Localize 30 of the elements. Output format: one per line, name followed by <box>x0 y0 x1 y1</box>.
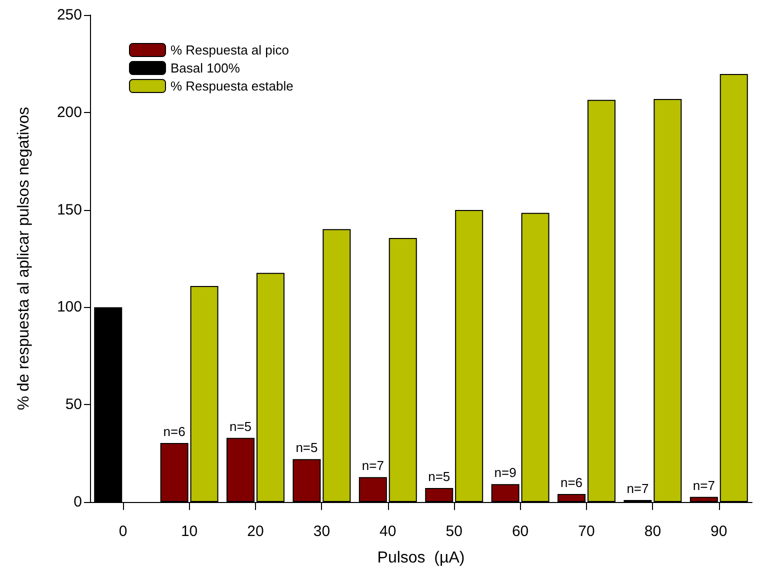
x-tick-label: 20 <box>247 523 264 540</box>
x-tick-label: 70 <box>578 523 595 540</box>
y-axis-title: % de respuesta al aplicar pulsos negativos <box>16 106 32 410</box>
annotation: n=5 <box>296 440 318 456</box>
x-tick-label: 40 <box>380 523 396 540</box>
x-tick-label: 0 <box>118 523 128 540</box>
y-tick-label: 250 <box>56 6 82 24</box>
y-tick-label: 50 <box>65 396 82 414</box>
x-tick-label: 50 <box>446 523 462 540</box>
y-tick-label: 150 <box>56 201 82 218</box>
annotation: n=5 <box>229 418 252 434</box>
y-tick-label: 0 <box>74 494 82 510</box>
annotation: n=7 <box>626 481 649 496</box>
annotation: n=7 <box>362 458 384 474</box>
annotation: n=6 <box>560 475 583 490</box>
y-tick-label: 100 <box>56 298 82 316</box>
annotation: n=6 <box>163 424 186 439</box>
annotation: n=9 <box>494 465 516 480</box>
legend-label: Basal 100% <box>170 60 240 76</box>
legend-label: % Respuesta al pico <box>170 42 290 58</box>
x-tick-label: 80 <box>644 523 662 540</box>
x-tick-label: 10 <box>180 523 198 540</box>
x-axis-title: Pulsos (µA) <box>377 550 465 566</box>
x-tick-label: 60 <box>512 523 529 540</box>
y-tick-label: 200 <box>56 104 82 121</box>
x-tick-label: 30 <box>313 523 330 540</box>
annotation: n=5 <box>428 468 450 484</box>
x-tick-label: 90 <box>710 523 728 540</box>
annotation: n=7 <box>692 478 715 493</box>
legend-label: % Respuesta estable <box>170 78 294 94</box>
